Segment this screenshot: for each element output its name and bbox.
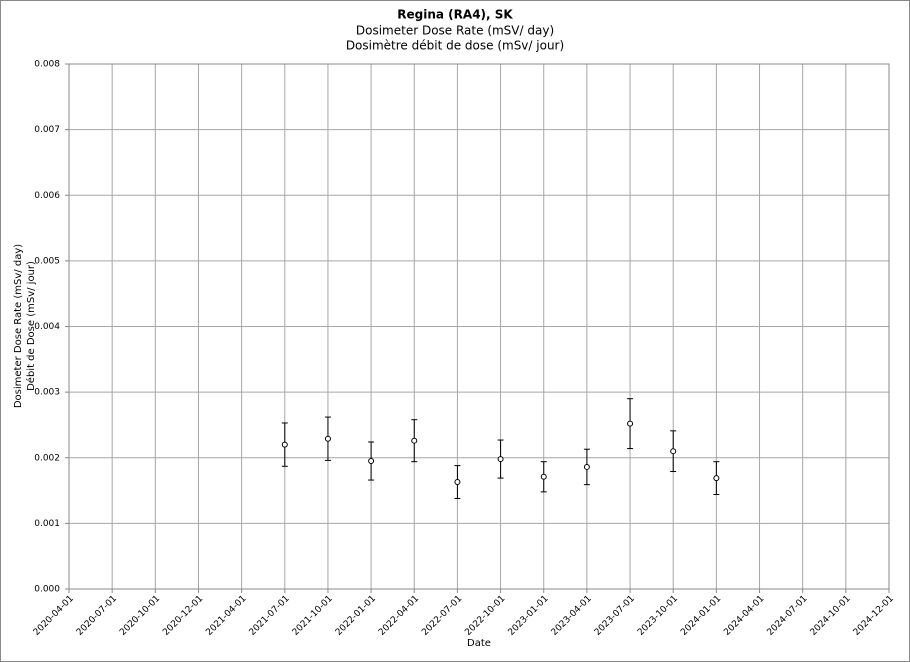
y-tick-label: 0.001 (34, 519, 60, 529)
x-axis-label: Date (467, 638, 491, 649)
data-point (281, 441, 288, 448)
data-point (324, 435, 331, 442)
data-point (583, 463, 590, 470)
data-point (670, 448, 677, 455)
y-tick-label: 0.000 (34, 585, 60, 595)
data-point (713, 475, 720, 482)
y-tick-label: 0.002 (34, 453, 60, 463)
y-axis-label: Dosimeter Dose Rate (mSv/ day) (13, 244, 24, 408)
data-point (627, 420, 634, 427)
y-tick-label: 0.003 (34, 388, 60, 398)
y-tick-label: 0.007 (34, 125, 60, 135)
data-point (497, 456, 504, 463)
chart-subtitle: Dosimètre débit de dose (mSv/ jour) (346, 39, 564, 53)
plot-frame (68, 63, 890, 590)
y-axis-label: Débit de Dose (mSv/ jour) (25, 261, 37, 391)
chart-subtitle: Dosimeter Dose Rate (mSV/ day) (356, 24, 554, 38)
y-tick-label: 0.004 (34, 322, 60, 332)
data-point (540, 473, 547, 480)
data-point (368, 458, 375, 465)
y-tick-label: 0.005 (34, 256, 60, 266)
chart-title: Regina (RA4), SK (397, 8, 513, 22)
data-point (454, 479, 461, 486)
y-tick-label: 0.008 (34, 60, 60, 70)
y-tick-label: 0.006 (34, 191, 60, 201)
data-point (411, 437, 418, 444)
